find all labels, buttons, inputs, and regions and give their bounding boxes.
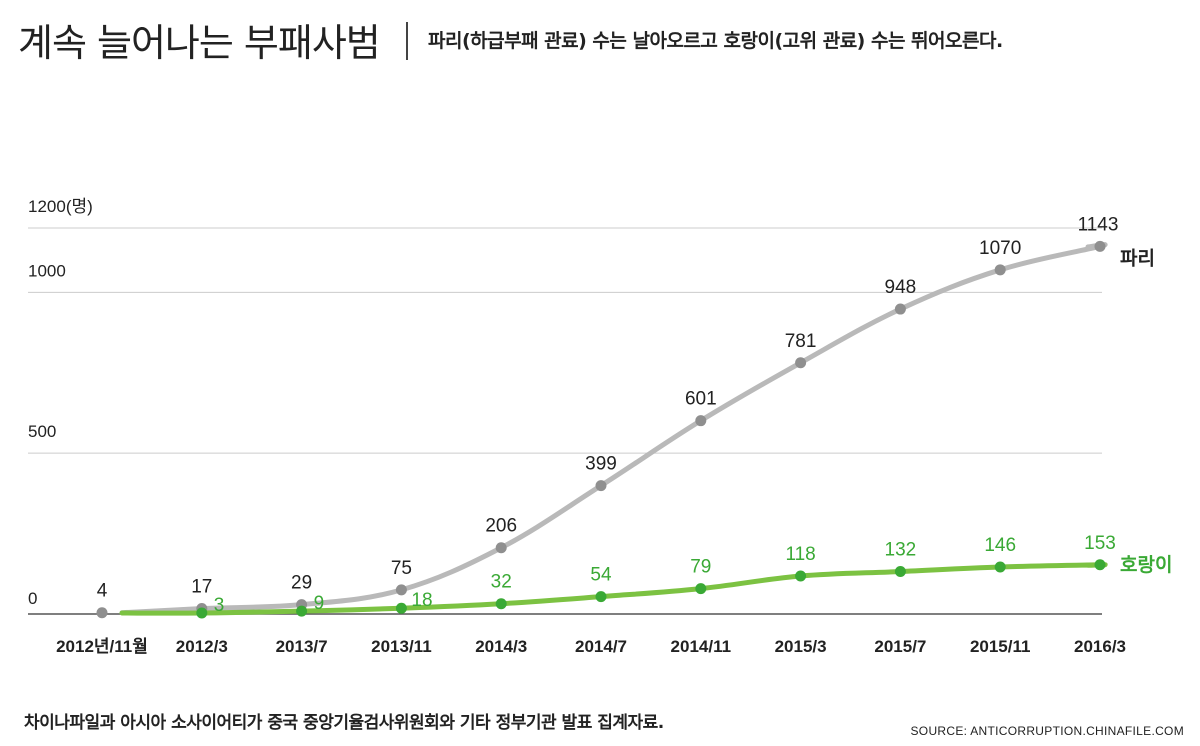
data-label-flies: 948 xyxy=(885,277,917,298)
data-label-tigers: 153 xyxy=(1084,533,1116,554)
data-label-tigers: 54 xyxy=(590,565,612,586)
data-point-tigers xyxy=(894,566,906,578)
data-label-flies: 4 xyxy=(97,581,108,602)
data-label-flies: 1143 xyxy=(1078,214,1119,235)
data-label-tigers: 18 xyxy=(411,590,432,611)
x-tick-label: 2014/3 xyxy=(475,637,527,656)
data-point-tigers xyxy=(296,605,308,617)
data-point-tigers xyxy=(795,570,807,582)
data-label-tigers: 118 xyxy=(785,544,815,565)
x-tick-label: 2014/11 xyxy=(671,637,732,656)
data-label-flies: 206 xyxy=(485,516,517,537)
data-label-tigers: 79 xyxy=(690,557,711,578)
x-tick-label: 2013/11 xyxy=(371,637,432,656)
series-layer xyxy=(96,240,1108,619)
series-line-flies xyxy=(119,242,1108,616)
footnote: 차이나파일과 아시아 소사이어티가 중국 중앙기율검사위원회와 기타 정부기관 … xyxy=(24,713,664,733)
data-label-flies: 75 xyxy=(391,558,412,579)
data-label-tigers: 146 xyxy=(984,535,1016,556)
data-point-tigers xyxy=(1094,559,1106,571)
data-point-tigers xyxy=(994,561,1006,573)
chart-subtitle: 파리(하급부패 관료) 수는 날아오르고 호랑이(고위 관료) 수는 뛰어오른다… xyxy=(428,30,1003,52)
x-tick-label: 2013/7 xyxy=(276,637,328,656)
data-label-tigers: 3 xyxy=(214,595,225,616)
y-tick-label: 1200(명) xyxy=(28,197,93,216)
data-point-flies xyxy=(1094,240,1106,252)
x-tick-label: 2015/11 xyxy=(970,637,1031,656)
x-tick-label: 2012/3 xyxy=(176,637,228,656)
data-point-flies xyxy=(96,607,108,619)
y-tick-labels: 0 500 1000 1200(명) xyxy=(28,197,93,608)
data-point-tigers xyxy=(395,602,407,614)
chart-title: 계속 늘어나는 부패사범 xyxy=(18,21,381,65)
data-point-flies xyxy=(795,357,807,369)
data-label-tigers: 9 xyxy=(314,593,325,614)
x-tick-label: 2014/7 xyxy=(575,637,627,656)
data-label-tigers: 132 xyxy=(885,540,917,561)
data-point-tigers xyxy=(495,598,507,610)
y-tick-label: 1000 xyxy=(28,261,66,280)
x-tick-label: 2015/7 xyxy=(874,637,926,656)
data-label-flies: 399 xyxy=(585,454,617,475)
data-label-flies: 17 xyxy=(191,577,212,598)
x-tick-labels: 2012년/11월 2012/3 2013/7 2013/11 2014/3 2014/7… xyxy=(56,637,1126,656)
x-tick-label: 2016/3 xyxy=(1074,637,1126,656)
data-point-tigers xyxy=(196,607,208,619)
source-credit: SOURCE: ANTICORRUPTION.CHINAFILE.COM xyxy=(910,724,1184,738)
data-label-tigers: 32 xyxy=(491,572,512,593)
grid-layer xyxy=(28,227,1102,615)
data-point-flies xyxy=(595,480,607,492)
data-point-flies xyxy=(994,264,1006,276)
data-point-tigers xyxy=(595,591,607,603)
title-divider xyxy=(406,22,408,60)
data-label-flies: 781 xyxy=(785,331,817,352)
y-tick-label: 500 xyxy=(28,422,56,441)
data-label-flies: 1070 xyxy=(979,238,1021,259)
data-point-flies xyxy=(495,542,507,554)
x-tick-label: 2015/3 xyxy=(775,637,827,656)
data-point-tigers xyxy=(695,583,707,595)
series-name-flies: 파리 xyxy=(1120,247,1155,269)
y-tick-label: 0 xyxy=(28,589,37,608)
data-label-flies: 601 xyxy=(685,389,717,410)
data-label-flies: 29 xyxy=(291,573,312,594)
data-point-flies xyxy=(395,584,407,596)
data-point-flies xyxy=(695,415,707,427)
x-tick-label: 2012년/11월 xyxy=(56,637,148,656)
series-name-tigers: 호랑이 xyxy=(1120,554,1172,576)
data-point-flies xyxy=(894,303,906,315)
